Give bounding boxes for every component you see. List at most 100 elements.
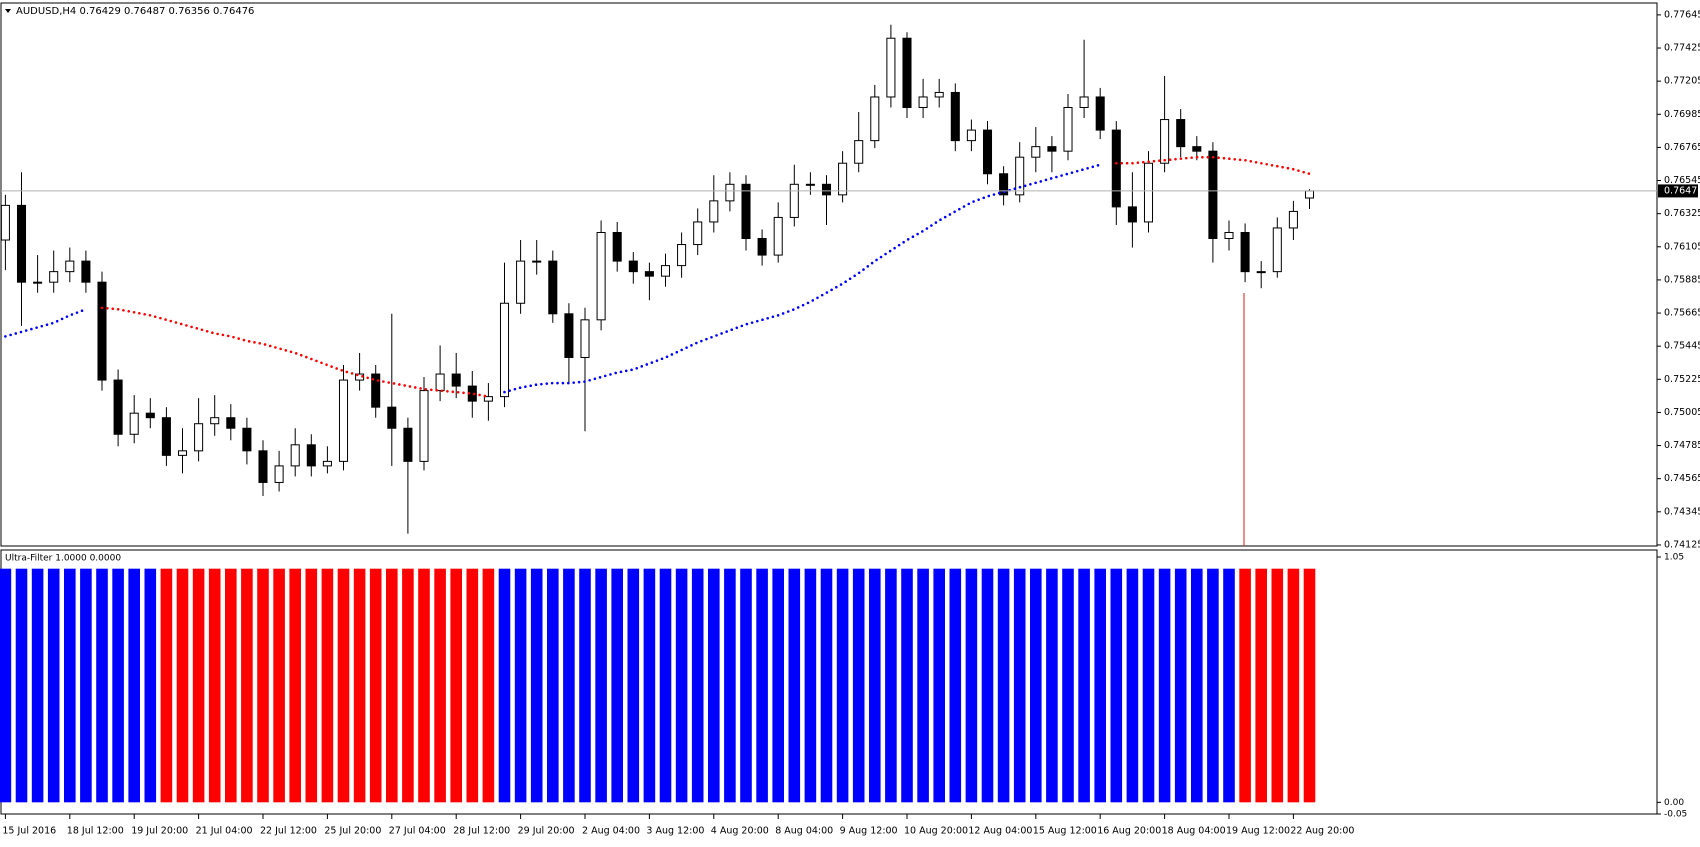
filter-bar — [627, 568, 640, 803]
x-tick-label: 27 Jul 04:00 — [389, 826, 446, 837]
x-tick-label: 21 Jul 04:00 — [196, 826, 253, 837]
filter-bar — [836, 568, 849, 803]
y-tick-label: 0.77645 — [1664, 9, 1700, 20]
moving-average — [1115, 155, 1311, 176]
filter-bar — [852, 568, 865, 803]
candle-body — [564, 313, 574, 358]
y-tick-label: 0.76105 — [1664, 241, 1700, 252]
candle-body — [612, 231, 622, 262]
candle-body — [1160, 119, 1170, 164]
filter-bar — [965, 568, 978, 803]
candle-body — [499, 302, 510, 398]
filter-bar — [949, 568, 962, 803]
filter-bar — [208, 568, 221, 803]
filter-bar — [1062, 568, 1074, 803]
candle-body — [1256, 271, 1266, 274]
candle-body — [725, 183, 735, 202]
x-tick-label: 18 Aug 04:00 — [1162, 826, 1226, 837]
candle-body — [644, 271, 654, 277]
candle-body — [113, 379, 123, 435]
candle-body — [1272, 227, 1282, 273]
candle-body — [1063, 107, 1073, 152]
candle-body — [1095, 96, 1105, 131]
candle-body — [693, 221, 703, 246]
price-tag-label: 0.76476 — [1664, 185, 1700, 196]
candle-body — [338, 379, 349, 462]
candle-body — [355, 373, 365, 381]
candle-body — [1111, 129, 1121, 208]
filter-bar — [0, 568, 12, 803]
candle-body — [419, 390, 429, 462]
filter-bar — [96, 568, 108, 803]
filter-bar — [1174, 568, 1187, 803]
y-tick-label: 0.75445 — [1664, 341, 1700, 352]
filter-bar — [611, 568, 623, 803]
candle-body — [838, 162, 848, 196]
candle-body — [677, 244, 687, 267]
filter-bar — [563, 568, 575, 803]
filter-bar — [369, 568, 382, 803]
x-tick-label: 22 Jul 12:00 — [260, 826, 317, 837]
filter-bar — [997, 568, 1010, 803]
candle-body — [580, 319, 590, 358]
filter-bar — [788, 568, 801, 803]
candle-body — [1208, 150, 1218, 240]
y-tick-label: 0.74565 — [1664, 473, 1700, 484]
candle-body — [210, 417, 220, 425]
filter-bar — [643, 568, 656, 803]
y-tick-label: 0.75225 — [1664, 374, 1700, 385]
candle-body — [966, 129, 976, 142]
filter-bar — [321, 568, 334, 803]
filter-bar — [112, 568, 124, 803]
filter-bar — [579, 568, 591, 803]
filter-bar — [353, 568, 366, 803]
candle-body — [757, 238, 767, 256]
filter-bar — [144, 568, 157, 803]
candle-body — [596, 231, 606, 321]
chart-title: AUDUSD,H4 0.76429 0.76487 0.76356 0.7647… — [16, 6, 254, 17]
candle-body — [1304, 190, 1315, 199]
candle-body — [516, 260, 526, 304]
menu-arrow[interactable] — [5, 9, 11, 13]
filter-bar — [47, 568, 60, 803]
candle-body — [532, 260, 542, 263]
filter-bar — [80, 568, 92, 803]
candle-body — [709, 200, 719, 223]
filter-bar — [675, 568, 688, 803]
filter-bar — [1207, 568, 1219, 803]
filter-bar — [1013, 568, 1026, 803]
filter-bar — [1158, 568, 1171, 803]
x-tick-label: 19 Aug 12:00 — [1226, 826, 1290, 837]
candle-body — [306, 444, 316, 467]
x-tick-label: 2 Aug 04:00 — [582, 826, 640, 837]
candle-body — [161, 417, 171, 456]
candle-body — [322, 460, 332, 467]
filter-bar — [772, 568, 784, 803]
candle-body — [950, 91, 960, 142]
candle-body — [999, 173, 1009, 196]
x-tick-label: 9 Aug 12:00 — [840, 826, 898, 837]
filter-bar — [530, 568, 543, 803]
filter-bar — [241, 568, 253, 803]
y-tick-label: 0.75005 — [1664, 407, 1700, 418]
x-tick-label: 16 Aug 20:00 — [1097, 826, 1161, 837]
filter-bar — [595, 568, 607, 803]
filter-bar — [1191, 568, 1203, 803]
moving-average — [4, 307, 88, 338]
candle-body — [290, 444, 300, 467]
x-tick-label: 8 Aug 04:00 — [775, 826, 833, 837]
filter-bar — [305, 568, 318, 803]
filter-bar — [418, 568, 430, 803]
filter-bar — [160, 568, 173, 803]
x-tick-label: 10 Aug 20:00 — [904, 826, 968, 837]
y-tick-label: 1.05 — [1664, 553, 1684, 563]
main-panel — [0, 2, 1658, 547]
candle-body — [81, 260, 91, 283]
candle-body — [854, 140, 864, 164]
filter-bar — [1094, 568, 1106, 803]
candle-body — [129, 412, 139, 435]
x-tick-label: 29 Jul 20:00 — [518, 826, 575, 837]
candle-body — [741, 183, 751, 240]
filter-bar — [225, 568, 237, 803]
filter-bar — [15, 568, 28, 803]
